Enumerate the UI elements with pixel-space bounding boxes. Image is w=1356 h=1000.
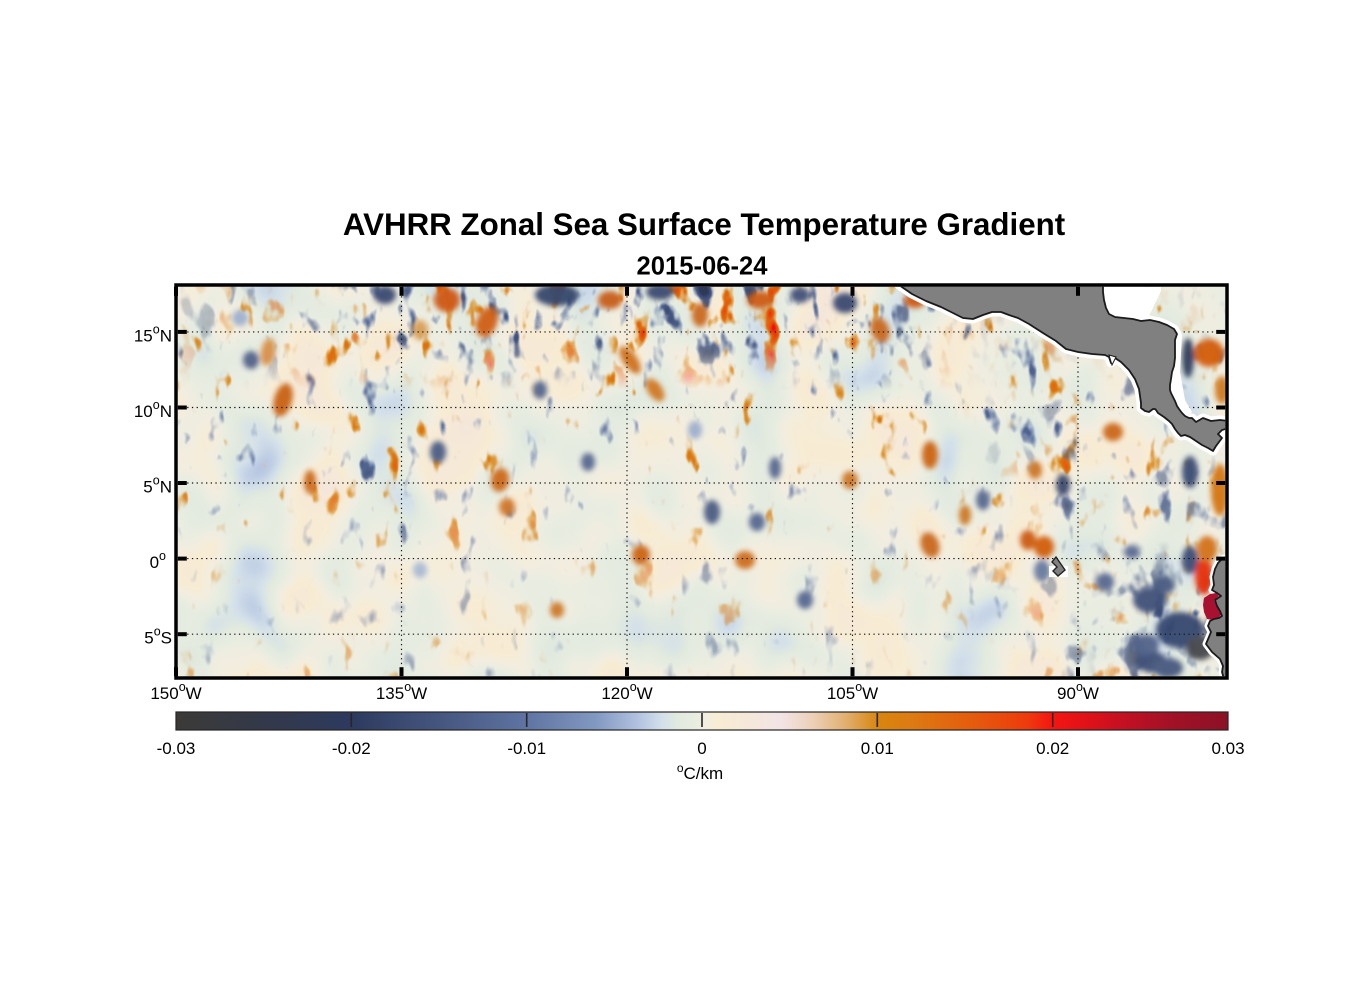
svg-text:150oW: 150oW [150, 680, 201, 703]
svg-text:2015-06-24: 2015-06-24 [637, 253, 769, 281]
svg-text:105oW: 105oW [827, 680, 878, 703]
svg-text:0.03: 0.03 [1211, 739, 1244, 758]
svg-text:120oW: 120oW [601, 680, 652, 703]
svg-text:-0.03: -0.03 [157, 739, 196, 758]
svg-text:0: 0 [697, 739, 706, 758]
svg-text:5oS: 5oS [144, 625, 172, 648]
svg-text:135oW: 135oW [376, 680, 427, 703]
svg-text:-0.02: -0.02 [332, 739, 371, 758]
svg-text:10oN: 10oN [134, 398, 172, 421]
svg-text:oC/km: oC/km [677, 761, 723, 783]
svg-text:0.02: 0.02 [1036, 739, 1069, 758]
svg-text:15oN: 15oN [134, 322, 172, 345]
svg-text:-0.01: -0.01 [507, 739, 546, 758]
svg-text:90oW: 90oW [1057, 680, 1099, 703]
svg-text:5oN: 5oN [143, 473, 172, 496]
svg-text:AVHRR Zonal Sea Surface Temper: AVHRR Zonal Sea Surface Temperature Grad… [343, 207, 1066, 242]
svg-text:0.01: 0.01 [861, 739, 894, 758]
